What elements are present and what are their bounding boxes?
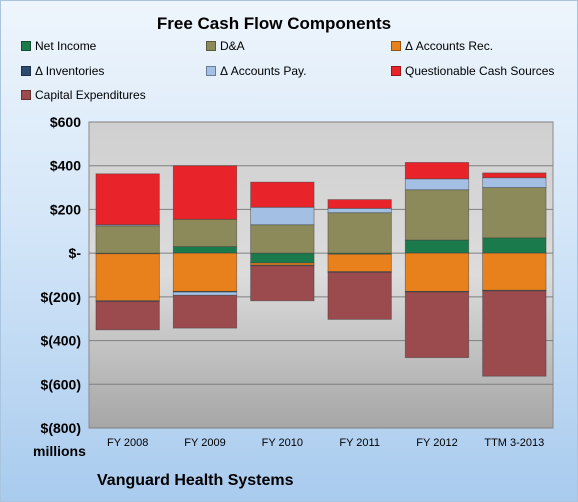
bar-segment: [404, 178, 470, 191]
bar-segment: [172, 218, 238, 247]
bar-segment: [482, 290, 547, 377]
legend-label: D&A: [220, 39, 245, 53]
legend-swatch: [21, 41, 31, 51]
bar-segment: [250, 181, 315, 208]
bar-segment: [327, 253, 392, 273]
legend-item-accounts-rec: Δ Accounts Rec.: [391, 39, 493, 53]
bar-segment: [250, 206, 315, 226]
legend-swatch: [21, 90, 31, 100]
bar-segment: [172, 165, 238, 220]
x-tick-label: FY 2009: [184, 437, 225, 449]
legend-item-questionable-cash: Questionable Cash Sources: [391, 64, 554, 78]
x-tick-label: TTM 3-2013: [484, 437, 544, 449]
y-tick-label: $(200): [41, 289, 81, 305]
bar-segment: [482, 187, 547, 239]
bar-segment: [404, 162, 470, 180]
bar-segment: [95, 225, 160, 254]
bar-segment: [327, 271, 392, 320]
x-tick-label: FY 2012: [416, 437, 457, 449]
bar-segment: [404, 189, 470, 241]
legend-item-accounts-pay: Δ Accounts Pay.: [206, 64, 307, 78]
bar-segment: [95, 173, 160, 226]
bar-segment: [95, 253, 160, 302]
bar-segment: [482, 172, 547, 179]
bar-segment: [172, 246, 238, 254]
legend-label: Δ Accounts Rec.: [405, 39, 494, 53]
legend-item-inventories: Δ Inventories: [21, 64, 104, 78]
bar-segment: [250, 224, 315, 254]
legend-swatch: [206, 41, 216, 51]
bar-segment: [250, 265, 315, 302]
legend-item-da: D&A: [206, 39, 245, 53]
plot-background: [88, 121, 554, 429]
legend-swatch: [391, 66, 401, 76]
y-tick-label: $(600): [41, 376, 81, 392]
bar-segment: [482, 237, 547, 254]
legend-label: Capital Expenditures: [35, 88, 146, 102]
bar-segment: [327, 199, 392, 209]
bar-segment: [404, 239, 470, 254]
bar-segment: [172, 294, 238, 329]
bar-segment: [95, 301, 160, 331]
legend-label: Δ Accounts Pay.: [220, 64, 307, 78]
x-tick-label: FY 2010: [262, 437, 303, 449]
legend-swatch: [206, 66, 216, 76]
bar-segment: [250, 252, 315, 264]
y-tick-label: $400: [50, 158, 81, 174]
y-tick-label: $(800): [41, 420, 81, 436]
bar-segment: [172, 252, 238, 292]
legend-label: Δ Inventories: [35, 64, 105, 78]
legend-item-net-income: Net Income: [21, 39, 96, 53]
y-tick-label: $(400): [41, 333, 81, 349]
company-name: Vanguard Health Systems: [97, 472, 294, 489]
y-tick-label: $600: [50, 114, 81, 130]
bar-segment: [482, 252, 547, 291]
bar-segment: [327, 212, 392, 254]
x-tick-label: FY 2008: [107, 437, 148, 449]
legend-swatch: [391, 41, 401, 51]
legend-swatch: [21, 66, 31, 76]
units-label: millions: [33, 443, 86, 459]
legend-item-capex: Capital Expenditures: [21, 88, 146, 102]
bar-segment: [404, 252, 470, 292]
legend-label: Questionable Cash Sources: [405, 64, 555, 78]
bar-segment: [327, 207, 392, 214]
bar-segment: [482, 177, 547, 188]
bar-segment: [404, 291, 470, 359]
x-tick-label: FY 2011: [339, 437, 380, 449]
chart-title: Free Cash Flow Components: [156, 14, 392, 33]
y-tick-label: $200: [50, 201, 81, 217]
bar-segment: [172, 291, 238, 296]
legend-label: Net Income: [35, 39, 97, 53]
y-tick-label: $-: [69, 245, 82, 261]
